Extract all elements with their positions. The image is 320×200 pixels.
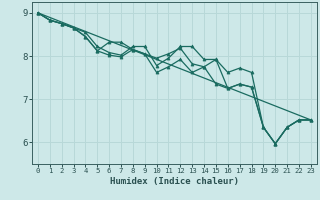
X-axis label: Humidex (Indice chaleur): Humidex (Indice chaleur) bbox=[110, 177, 239, 186]
